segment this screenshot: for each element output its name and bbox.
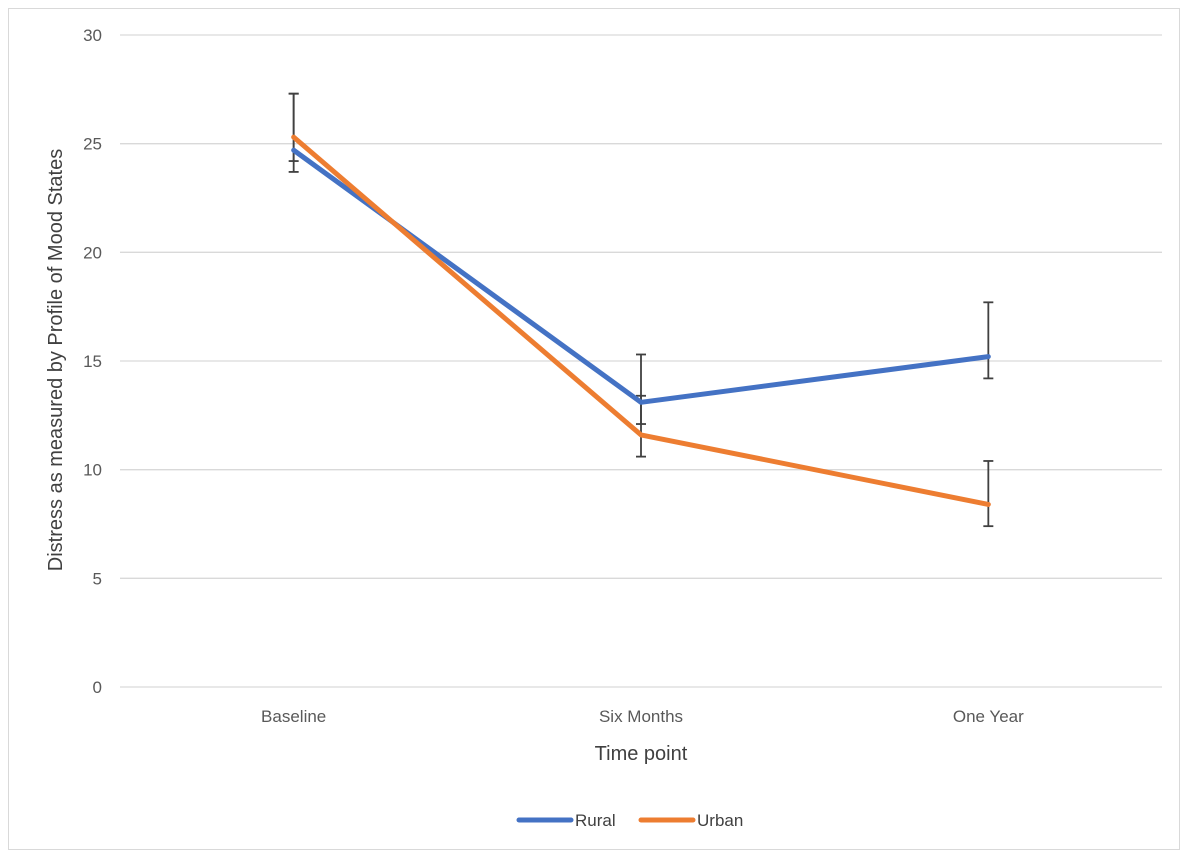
legend-label: Rural — [575, 811, 616, 830]
y-tick-label: 20 — [83, 243, 102, 262]
x-axis-ticks: Baseline Six Months One Year — [261, 707, 1024, 726]
y-tick-label: 10 — [83, 461, 102, 480]
y-tick-label: 25 — [83, 135, 102, 154]
series-line-urban — [291, 134, 991, 507]
series-lines — [291, 134, 991, 507]
error-bars — [288, 92, 994, 528]
legend: Rural Urban — [516, 811, 743, 830]
x-tick-label: Baseline — [261, 707, 326, 726]
x-tick-label: Six Months — [599, 707, 683, 726]
y-tick-label: 0 — [93, 678, 102, 697]
x-axis-title: Time point — [595, 743, 688, 765]
y-tick-label: 30 — [83, 26, 102, 45]
chart-frame — [8, 8, 1180, 850]
legend-label: Urban — [697, 811, 743, 830]
y-tick-label: 15 — [83, 352, 102, 371]
y-axis-title: Distress as measured by Profile of Mood … — [45, 149, 67, 571]
x-tick-label: One Year — [953, 707, 1024, 726]
y-tick-label: 5 — [93, 569, 102, 588]
y-axis-ticks: 0 5 10 15 20 25 30 — [83, 26, 102, 697]
